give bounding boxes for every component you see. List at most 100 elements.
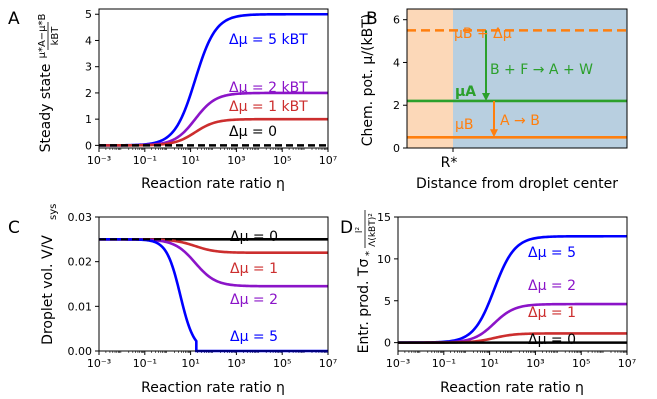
panel-b-xlabel: Distance from droplet center	[416, 176, 618, 192]
svg-text:*: *	[364, 251, 375, 256]
panel-a-curves	[98, 12, 328, 147]
svg-text:kBT: kBT	[50, 26, 61, 46]
droplet-outside-region	[453, 9, 627, 148]
x-tick-label: 10⁵	[273, 154, 291, 167]
panel-c-frame	[98, 216, 329, 352]
y-tick-label: 5	[384, 295, 391, 308]
svg-text:μ*A−μ*B: μ*A−μ*B	[37, 13, 48, 58]
y-tick-label: 3	[85, 61, 92, 74]
series-line-1	[398, 302, 627, 344]
panel-b-frame	[406, 8, 628, 149]
y-tick-label: 10	[377, 253, 391, 266]
y-tick-label: 0.03	[68, 211, 93, 224]
x-tick-label: 10⁷	[319, 154, 337, 167]
y-tick-label: 0	[393, 142, 400, 155]
x-tick-label: 10⁵	[572, 357, 590, 370]
arrowhead-reaction-1	[482, 92, 490, 101]
panel-label-d: D	[340, 218, 353, 238]
y-tick-label: 0	[85, 139, 92, 152]
label-d-dmu-2: Δμ = 2	[528, 278, 576, 294]
x-tick-label: 10⁵	[273, 357, 291, 370]
panel-b: B 0 2 4 6 R* μB + Δμ μA μB B + F → A + W A →…	[360, 8, 628, 192]
reaction-a-to-b: A → B	[500, 113, 540, 129]
series-line-2	[98, 117, 328, 147]
x-tick-label: 10³	[227, 154, 245, 167]
panel-b-levels	[407, 29, 627, 139]
x-tick-label: 10⁷	[618, 357, 636, 370]
y-tick-label: 1	[85, 113, 92, 126]
label-mub-plus-dmu: μB + Δμ	[454, 26, 512, 42]
label-d-dmu-0: Δμ = 0	[528, 332, 576, 348]
panel-d-ticks: 10⁻³ 10⁻¹ 10¹ 10³ 10⁵ 10⁷ 0 5 10 15	[377, 211, 636, 370]
label-c-dmu-0: Δμ = 0	[230, 229, 278, 245]
label-dmu-5-kbt: Δμ = 5 kBT	[229, 32, 308, 48]
y-tick-label: 15	[377, 211, 391, 224]
panel-d-xlabel: Reaction rate ratio η	[440, 380, 584, 396]
droplet-inside-region	[407, 9, 453, 148]
label-d-dmu-5: Δμ = 5	[528, 245, 576, 261]
series-line-0	[397, 234, 627, 344]
x-tick-label: 10⁻³	[87, 154, 111, 167]
x-tick-label: 10⁻¹	[133, 154, 157, 167]
panel-a-xlabel: Reaction rate ratio η	[141, 176, 285, 192]
panel-b-ticks: 0 2 4 6 R*	[393, 14, 457, 171]
x-tick-label: 10³	[526, 357, 544, 370]
label-d-dmu-1: Δμ = 1	[528, 305, 576, 321]
y-tick-label: 4	[393, 56, 400, 69]
x-tick-label: 10¹	[181, 357, 199, 370]
series-line-1	[99, 238, 328, 255]
y-tick-label: 4	[85, 34, 92, 47]
x-tick-label: 10⁻³	[386, 357, 410, 370]
panel-b-ylabel: Chem. pot. μ/(kBT)	[360, 14, 376, 146]
label-c-dmu-2: Δμ = 2	[230, 292, 278, 308]
y-tick-label: 0	[384, 337, 391, 350]
x-tick-label: 10⁷	[319, 357, 337, 370]
panel-c-ticks: 10⁻³ 10⁻¹ 10¹ 10³ 10⁵ 10⁷ 0.00 0.01 0.02 0.03	[68, 211, 338, 370]
x-tick-label-rstar: R*	[441, 155, 458, 171]
svg-text:Entr. prod. Tσ: Entr. prod. Tσ	[356, 259, 372, 354]
svg-text:sys: sys	[48, 204, 59, 220]
label-mua: μA	[455, 84, 476, 100]
x-tick-label: 10³	[227, 357, 245, 370]
panel-d-frame	[397, 216, 628, 352]
panel-c-ylabel: Droplet vol. V/V sys	[40, 204, 59, 345]
label-dmu-2-kbt: Δμ = 2 kBT	[229, 80, 308, 96]
arrowhead-reaction-2	[490, 129, 498, 138]
x-tick-label: 10⁻¹	[133, 357, 157, 370]
panel-d-ylabel: Entr. prod. Tσ * l² Λ(kBT)²	[355, 210, 378, 353]
panel-label-c: C	[8, 218, 20, 238]
y-tick-label: 5	[85, 8, 92, 21]
panel-label-b: B	[366, 9, 378, 29]
svg-text:Droplet vol. V/V: Droplet vol. V/V	[40, 235, 56, 345]
svg-text:Steady state: Steady state	[38, 64, 54, 153]
panel-a-frame	[98, 8, 329, 149]
x-tick-label: 10⁻³	[87, 357, 111, 370]
panel-d-curves	[397, 234, 627, 344]
x-tick-label: 10¹	[181, 154, 199, 167]
label-mub: μB	[455, 117, 474, 133]
svg-text:l²: l²	[355, 227, 365, 234]
x-tick-label: 10¹	[480, 357, 498, 370]
label-dmu-0: Δμ = 0	[229, 124, 277, 140]
y-tick-label: 6	[393, 14, 400, 27]
y-tick-label: 0.01	[68, 300, 93, 313]
panel-d: D 10⁻³ 10⁻¹ 10¹ 10³ 10⁵ 10⁷ 0 5 10 15 Δμ = 5 Δμ =…	[340, 210, 636, 396]
panel-a-ylabel: Steady state μ*A−μ*B kBT	[37, 13, 61, 152]
y-tick-label: 2	[393, 99, 400, 112]
panel-c: C 10⁻³ 10⁻¹ 10¹ 10³ 10⁵ 10⁷ 0.00 0.01 0.02 0.03 Δ…	[8, 204, 337, 396]
label-c-dmu-5: Δμ = 5	[230, 329, 278, 345]
label-c-dmu-1: Δμ = 1	[230, 261, 278, 277]
y-tick-label: 0.02	[68, 256, 93, 269]
panel-c-curves	[99, 238, 328, 353]
x-tick-label: 10⁻¹	[432, 357, 456, 370]
series-line-2	[99, 238, 328, 288]
y-tick-label: 0.00	[68, 345, 93, 358]
reaction-b-f-to-a-w: B + F → A + W	[490, 62, 593, 78]
y-tick-label: 2	[85, 87, 92, 100]
panel-a-ticks: 10⁻³ 10⁻¹ 10¹ 10³ 10⁵ 10⁷ 0 1 2 3 4 5	[85, 8, 337, 167]
panel-c-xlabel: Reaction rate ratio η	[141, 380, 285, 396]
panel-label-a: A	[8, 9, 20, 29]
label-dmu-1-kbt: Δμ = 1 kBT	[229, 99, 308, 115]
